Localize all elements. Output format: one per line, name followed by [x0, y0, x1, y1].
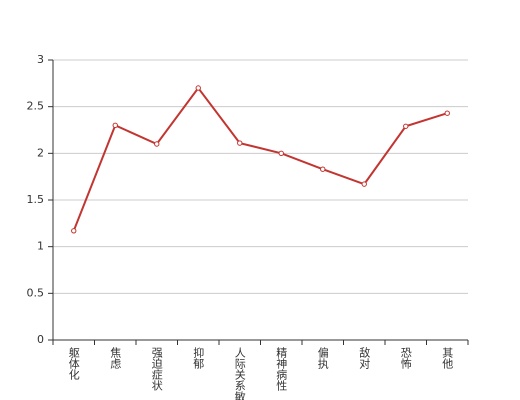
point [71, 228, 77, 234]
y-tick-label: 1 [37, 240, 44, 253]
x-tick-label: 偏执 [316, 346, 329, 370]
point [112, 122, 118, 129]
y-tick-label: 0.5 [27, 286, 45, 299]
line [72, 86, 448, 232]
x-tick-label: 精神病性 [275, 347, 288, 392]
point [403, 123, 409, 129]
point [278, 150, 284, 157]
x-tick-label: 恐怖 [399, 347, 412, 369]
y-tick-label: 1.5 [27, 193, 45, 206]
x-tick-label: 其他 [441, 347, 454, 369]
x-tick-label: 抑郁 [192, 346, 205, 369]
point [320, 166, 326, 172]
x-tick-label: 强迫症状 [150, 347, 163, 391]
point [237, 140, 243, 146]
x-tick-label: 躯体化 [67, 347, 80, 381]
point [361, 181, 367, 187]
point [444, 110, 450, 116]
y-tick-label: 0 [37, 333, 44, 346]
y-tick-label: 3 [37, 53, 44, 66]
y-tick-label: 2 [37, 146, 44, 159]
x-tick-label: 焦虑 [109, 347, 122, 369]
point [195, 85, 201, 91]
point [154, 141, 160, 147]
y-tick-label: 2.5 [27, 100, 45, 113]
x-tick-label: 敌对 [358, 346, 371, 369]
x-tick-label: 人际关系敏感 [233, 347, 246, 400]
